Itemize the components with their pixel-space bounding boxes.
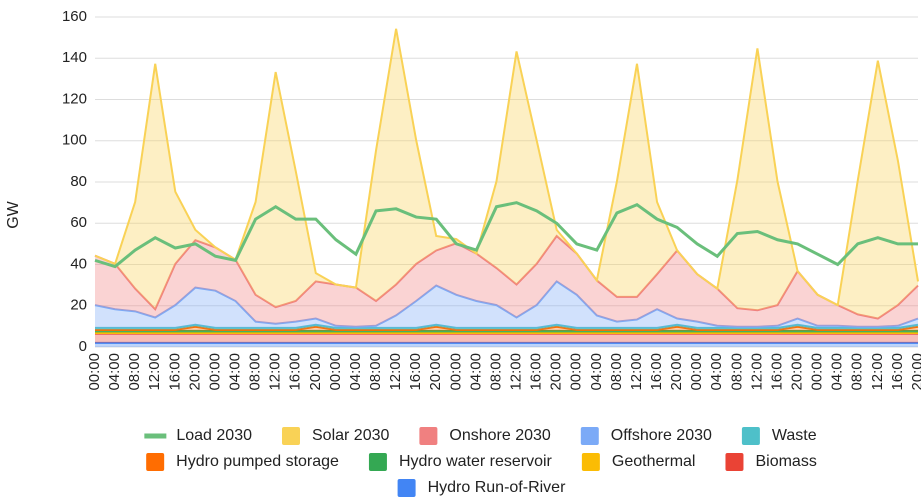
x-tick-label: 16:00 [889,353,906,391]
x-tick-label: 16:00 [407,353,424,391]
y-tick-label: 20 [70,297,87,314]
x-tick-label: 16:00 [648,353,665,391]
area-edge [94,28,919,307]
x-tick-label: 00:00 [86,353,103,391]
x-tick-label: 12:00 [869,353,886,391]
legend-swatch [580,427,599,445]
x-tick-label: 00:00 [809,353,826,391]
x-tick-label: 20:00 [548,353,565,391]
x-tick-label: 20:00 [789,353,806,391]
x-tick-label: 04:00 [829,353,846,391]
legend-swatch [725,453,744,471]
legend-swatch [146,453,165,471]
x-tick-label: 04:00 [347,353,364,391]
area [95,342,918,347]
area [95,236,918,327]
legend-label: Geothermal [612,453,696,470]
area-edge [95,325,919,331]
x-tick-label: 12:00 [508,353,525,391]
legend-label: Hydro Run-of-River [428,479,566,496]
area [95,333,918,343]
legend-label: Hydro water reservoir [399,453,553,470]
x-tick-label: 00:00 [447,353,464,391]
x-tick-label: 04:00 [467,353,484,391]
x-tick-label: 08:00 [608,353,625,391]
legend-label: Waste [772,427,817,444]
legend-row: Load 2030 Solar 2030 Onshore 2030 Offshore … [144,427,817,445]
legend-swatch [281,427,300,445]
y-tick-label: 60 [70,214,87,231]
legend-label: Load 2030 [176,427,252,444]
line [94,201,918,269]
x-tick-label: 00:00 [206,353,223,391]
legend-label: Hydro pumped storage [176,453,339,470]
x-tick-label: 08:00 [367,353,384,391]
y-tick-label: 160 [62,8,87,25]
y-tick-label: 140 [62,49,87,66]
legend-swatch [419,427,438,445]
legend-row: Hydro Run-of-River [397,479,566,497]
x-tick-label: 16:00 [287,353,304,391]
y-tick-label: 120 [62,90,87,107]
legend-swatch [397,479,416,497]
legend-label: Biomass [755,453,816,470]
legend-label: Solar 2030 [312,427,389,444]
x-tick-label: 20:00 [668,353,685,391]
x-tick-label: 20:00 [427,353,444,391]
area-edge [94,280,919,328]
x-tick-label: 04:00 [106,353,123,391]
area [95,281,918,328]
x-tick-label: 12:00 [146,353,163,391]
x-tick-label: 04:00 [226,353,243,391]
x-tick-label: 04:00 [708,353,725,391]
area [95,28,918,319]
legend-label: Onshore 2030 [449,427,551,444]
x-tick-label: 08:00 [849,353,866,391]
x-tick-label: 20:00 [307,353,324,391]
x-tick-label: 08:00 [728,353,745,391]
legend-swatch [368,453,387,471]
x-tick-label: 16:00 [166,353,183,391]
x-tick-label: 20:00 [186,353,203,391]
legend-swatch [581,453,600,471]
x-tick-label: 12:00 [748,353,765,391]
x-tick-label: 04:00 [588,353,605,391]
x-tick-label: 00:00 [568,353,585,391]
legend-swatch [741,427,760,445]
x-tick-label: 00:00 [327,353,344,391]
y-tick-label: 40 [70,255,87,272]
y-axis-label: GW [5,200,22,228]
x-tick-label: 08:00 [126,353,143,391]
x-tick-label: 16:00 [528,353,545,391]
y-tick-label: 100 [62,132,87,149]
area-edge [95,323,919,329]
legend-swatch [144,433,167,439]
x-tick-label: 12:00 [628,353,645,391]
x-tick-label: 20:00 [909,353,921,391]
x-tick-label: 08:00 [247,353,264,391]
y-tick-label: 0 [79,338,87,355]
y-tick-label: 80 [70,173,87,190]
x-tick-label: 12:00 [267,353,284,391]
legend-label: Offshore 2030 [611,427,712,444]
x-tick-label: 08:00 [487,353,504,391]
legend-row: Hydro pumped storage Hydro water reservoi… [146,453,817,471]
x-tick-label: 00:00 [688,353,705,391]
x-tick-label: 16:00 [768,353,785,391]
x-tick-label: 12:00 [387,353,404,391]
